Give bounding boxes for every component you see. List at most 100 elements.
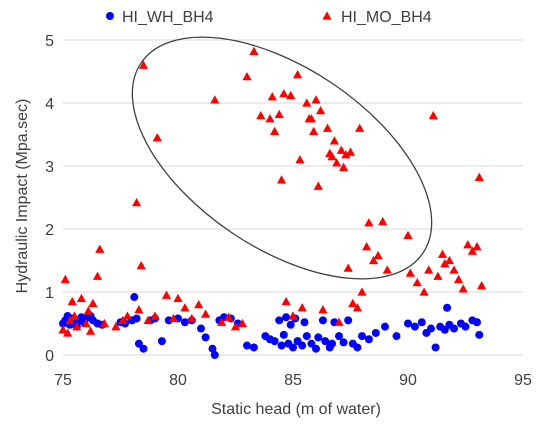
data-point-hi-mo-bh4 bbox=[194, 300, 204, 309]
data-point-hi-mo-bh4 bbox=[336, 145, 346, 154]
data-point-hi-wh-bh4 bbox=[180, 318, 189, 327]
data-point-hi-mo-bh4 bbox=[274, 109, 284, 119]
data-point-hi-wh-bh4 bbox=[197, 324, 205, 333]
data-point-hi-wh-bh4 bbox=[275, 316, 284, 325]
data-point-hi-mo-bh4 bbox=[150, 311, 160, 320]
data-point-hi-mo-bh4 bbox=[472, 242, 482, 251]
data-point-hi-mo-bh4 bbox=[281, 296, 291, 306]
data-point-hi-wh-bh4 bbox=[201, 333, 210, 342]
data-point-hi-mo-bh4 bbox=[118, 315, 128, 325]
x-tick-label: 85 bbox=[284, 372, 302, 389]
y-tick-label: 1 bbox=[45, 285, 54, 302]
axes: 0 1 2 3 4 5 75 80 85 90 95 bbox=[45, 33, 532, 389]
legend-entry: HI_WH_BH4 bbox=[106, 9, 214, 26]
data-point-hi-mo-bh4 bbox=[276, 175, 287, 184]
data-point-hi-mo-bh4 bbox=[339, 162, 349, 171]
data-point-hi-wh-bh4 bbox=[132, 314, 141, 323]
data-point-hi-wh-bh4 bbox=[318, 316, 327, 325]
data-point-hi-mo-bh4 bbox=[362, 242, 372, 251]
data-point-hi-wh-bh4 bbox=[392, 332, 401, 341]
data-point-hi-mo-bh4 bbox=[132, 197, 142, 207]
data-point-hi-mo-bh4 bbox=[265, 114, 275, 123]
data-point-hi-mo-bh4 bbox=[217, 317, 227, 326]
data-point-hi-mo-bh4 bbox=[81, 318, 91, 328]
data-point-hi-mo-bh4 bbox=[60, 274, 70, 284]
x-tick-label: 75 bbox=[54, 372, 72, 389]
data-point-hi-mo-bh4 bbox=[352, 303, 362, 312]
data-point-hi-wh-bh4 bbox=[282, 313, 291, 322]
data-point-hi-wh-bh4 bbox=[364, 335, 373, 344]
data-point-hi-mo-bh4 bbox=[187, 313, 197, 323]
data-point-hi-mo-bh4 bbox=[111, 322, 121, 331]
data-point-hi-wh-bh4 bbox=[270, 337, 279, 346]
data-point-hi-mo-bh4 bbox=[329, 136, 339, 145]
data-point-hi-mo-bh4 bbox=[161, 290, 172, 299]
data-point-hi-wh-bh4 bbox=[134, 339, 143, 348]
data-point-hi-mo-bh4 bbox=[309, 126, 319, 136]
data-point-hi-mo-bh4 bbox=[345, 147, 356, 156]
data-point-hi-mo-bh4 bbox=[322, 123, 333, 132]
data-point-hi-mo-bh4 bbox=[424, 265, 434, 274]
legend-label: HI_WH_BH4 bbox=[122, 9, 214, 26]
data-point-hi-mo-bh4 bbox=[58, 325, 68, 334]
data-point-hi-mo-bh4 bbox=[224, 312, 234, 321]
data-point-hi-wh-bh4 bbox=[450, 324, 458, 333]
data-point-hi-mo-bh4 bbox=[237, 318, 247, 328]
data-point-hi-mo-bh4 bbox=[440, 259, 450, 268]
data-point-hi-mo-bh4 bbox=[477, 281, 487, 290]
data-point-hi-mo-bh4 bbox=[83, 306, 93, 315]
x-tick-label: 95 bbox=[514, 372, 532, 389]
data-point-hi-mo-bh4 bbox=[316, 105, 326, 115]
y-tick-label: 4 bbox=[45, 96, 54, 113]
data-point-hi-mo-bh4 bbox=[99, 318, 109, 328]
data-point-hi-wh-bh4 bbox=[353, 343, 362, 352]
data-point-hi-mo-bh4 bbox=[63, 328, 73, 337]
data-point-hi-mo-bh4 bbox=[313, 181, 323, 190]
data-point-hi-mo-bh4 bbox=[136, 260, 146, 270]
data-point-hi-mo-bh4 bbox=[467, 246, 477, 255]
x-tick-label: 80 bbox=[169, 372, 187, 389]
data-point-hi-mo-bh4 bbox=[428, 111, 438, 120]
data-point-hi-mo-bh4 bbox=[122, 311, 132, 320]
data-point-hi-mo-bh4 bbox=[327, 151, 337, 161]
data-point-hi-wh-bh4 bbox=[328, 339, 337, 348]
legend-marker bbox=[322, 11, 332, 20]
data-point-hi-wh-bh4 bbox=[335, 332, 343, 341]
data-point-hi-wh-bh4 bbox=[277, 341, 286, 350]
x-axis-title: Static head (m of water) bbox=[211, 401, 381, 418]
data-point-hi-wh-bh4 bbox=[312, 344, 320, 353]
y-tick-label: 3 bbox=[45, 159, 54, 176]
data-point-hi-wh-bh4 bbox=[339, 338, 348, 347]
legend-label: HI_MO_BH4 bbox=[341, 9, 432, 26]
legend-entry: HI_MO_BH4 bbox=[322, 9, 432, 26]
data-point-hi-wh-bh4 bbox=[289, 343, 297, 352]
data-point-hi-wh-bh4 bbox=[371, 328, 380, 337]
data-point-hi-mo-bh4 bbox=[419, 287, 429, 296]
data-point-hi-wh-bh4 bbox=[157, 337, 166, 346]
data-point-hi-wh-bh4 bbox=[208, 344, 217, 353]
y-tick-label: 2 bbox=[45, 222, 54, 239]
data-point-hi-wh-bh4 bbox=[130, 293, 139, 302]
data-point-hi-mo-bh4 bbox=[412, 277, 422, 287]
data-points bbox=[58, 46, 487, 359]
data-point-hi-wh-bh4 bbox=[302, 332, 311, 341]
data-point-hi-mo-bh4 bbox=[152, 133, 162, 142]
data-point-hi-mo-bh4 bbox=[302, 98, 312, 107]
data-point-hi-mo-bh4 bbox=[86, 326, 96, 335]
data-point-hi-wh-bh4 bbox=[358, 332, 366, 341]
annotation-ellipse bbox=[131, 36, 433, 280]
data-point-hi-mo-bh4 bbox=[279, 88, 289, 98]
data-point-hi-wh-bh4 bbox=[431, 343, 440, 352]
data-point-hi-wh-bh4 bbox=[300, 318, 309, 327]
data-point-hi-mo-bh4 bbox=[454, 274, 464, 284]
data-point-hi-mo-bh4 bbox=[173, 293, 183, 302]
data-point-hi-mo-bh4 bbox=[474, 172, 484, 182]
data-point-hi-wh-bh4 bbox=[286, 320, 295, 329]
data-point-hi-wh-bh4 bbox=[307, 339, 316, 348]
data-point-hi-wh-bh4 bbox=[344, 316, 353, 325]
annotation-layer bbox=[131, 36, 433, 280]
data-point-hi-mo-bh4 bbox=[242, 71, 252, 81]
data-point-hi-wh-bh4 bbox=[164, 316, 173, 325]
data-point-hi-mo-bh4 bbox=[368, 255, 379, 265]
